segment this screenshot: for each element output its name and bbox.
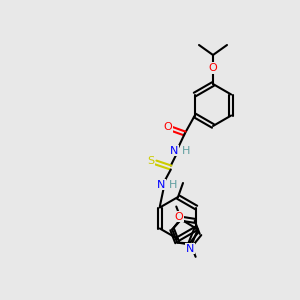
Text: H: H [182, 146, 190, 155]
Text: H: H [169, 179, 177, 190]
Text: O: O [208, 63, 217, 73]
Text: O: O [164, 122, 172, 133]
Text: N: N [169, 146, 178, 155]
Text: S: S [147, 157, 155, 166]
Text: O: O [175, 212, 184, 221]
Text: N: N [157, 179, 165, 190]
Text: N: N [186, 244, 194, 254]
